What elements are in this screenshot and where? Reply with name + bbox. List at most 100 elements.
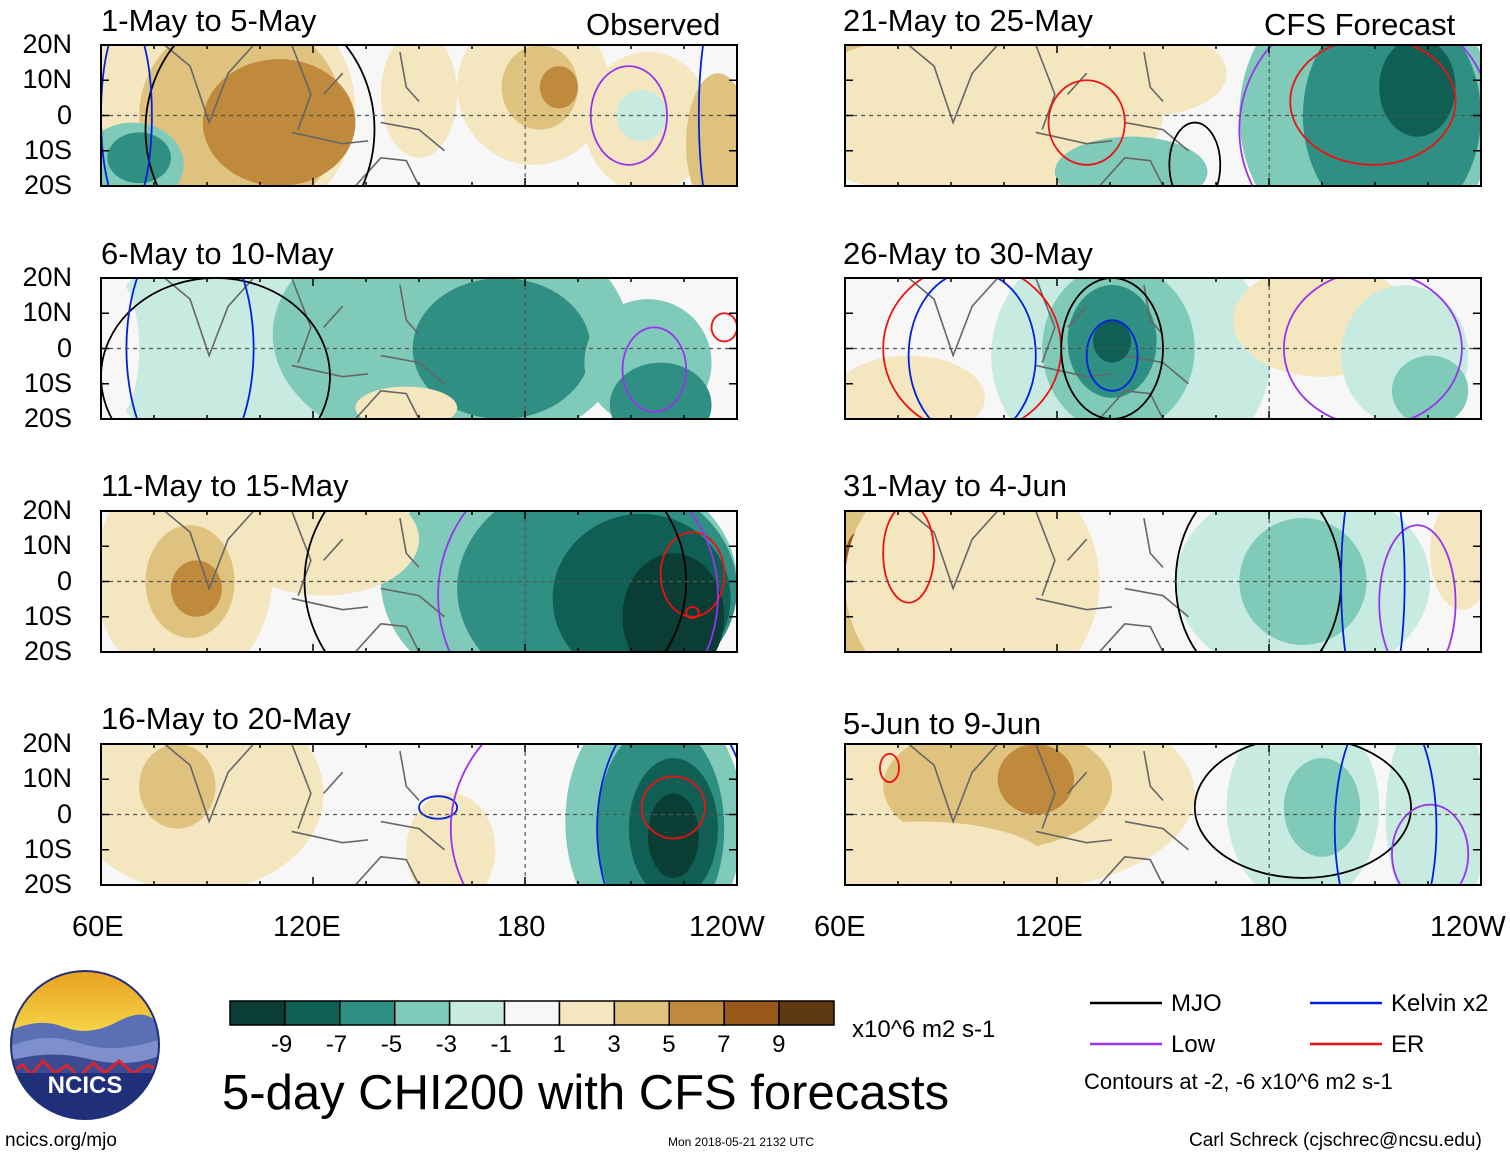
anomaly-shading (202, 59, 356, 186)
map-panel-5 (844, 44, 1482, 187)
colorbar-swatch (778, 1000, 835, 1026)
coastline (1143, 51, 1164, 102)
contour-er (659, 531, 726, 618)
coastline (399, 51, 420, 102)
coastline (164, 744, 255, 824)
colorbar-swatch (613, 1000, 671, 1026)
colorbar-tick-label: 7 (717, 1031, 731, 1058)
map-panel-6 (844, 277, 1482, 420)
coastline (1035, 278, 1088, 363)
contour-er (1289, 45, 1457, 166)
coastline (908, 511, 999, 591)
anomaly-shading (845, 355, 985, 419)
colorbar-tick-label: -5 (380, 1031, 403, 1058)
contour-er (1047, 79, 1126, 166)
coastline (291, 45, 344, 130)
map-panel-7 (844, 510, 1482, 653)
lat-label: 10N (22, 763, 72, 794)
coastline (1124, 587, 1189, 618)
map-panel-3 (100, 510, 738, 653)
colorbar-tick-label: 1 (552, 1031, 566, 1058)
panel-title-3: 11-May to 15-May (101, 468, 349, 503)
coastline (380, 587, 445, 618)
coastline (399, 517, 420, 568)
contour-low (621, 326, 688, 413)
colorbar (229, 1000, 835, 1026)
anomaly-shading (609, 362, 712, 419)
anomaly-shading (686, 73, 737, 186)
colorbar-swatch (339, 1000, 396, 1026)
map-panel-8 (844, 743, 1482, 886)
contour-er (882, 511, 935, 604)
anomaly-shading (1391, 355, 1469, 419)
contour-er (710, 312, 737, 343)
colorbar-swatch (503, 1000, 561, 1026)
colorbar-swatch (558, 1000, 616, 1026)
contour-kelvin (596, 744, 737, 885)
contour-mjo (101, 278, 331, 419)
coastline (291, 278, 344, 363)
colorbar-tick-label: -9 (270, 1031, 293, 1058)
map-panel-2 (100, 277, 738, 420)
legend-label-low: Low (1171, 1031, 1216, 1058)
anomaly-shading (1093, 320, 1132, 363)
lat-label: 10S (23, 833, 72, 864)
coastline (1098, 156, 1164, 186)
coastline (1035, 364, 1113, 378)
colorbar-swatch (284, 1000, 341, 1026)
legend-note: Contours at -2, -6 x10^6 m2 s-1 (1084, 1069, 1393, 1094)
contour-er (879, 752, 900, 783)
lon-label-60e-left: 60E (72, 911, 124, 943)
legend-label-mjo: MJO (1171, 990, 1222, 1017)
contour-kelvin (907, 278, 1037, 419)
map-panel-1 (100, 44, 738, 187)
panel-title-2: 6-May to 10-May (101, 236, 334, 271)
footer-author[interactable]: Carl Schreck (cjschrec@ncsu.edu) (1189, 1130, 1482, 1151)
coastline (1124, 121, 1189, 152)
coastline (1035, 744, 1088, 829)
colorbar-tick-label: -3 (435, 1031, 457, 1058)
coastline (380, 354, 445, 385)
colorbar-tick-label: 9 (772, 1031, 786, 1058)
contour-kelvin (1333, 744, 1438, 885)
footer-timestamp: Mon 2018-05-21 2132 UTC (668, 1135, 815, 1149)
coastline (1143, 750, 1164, 801)
anomaly-shading (1430, 511, 1481, 610)
coastline (164, 278, 255, 358)
lat-label: 20S (23, 170, 72, 200)
colorbar-tick-label: 5 (662, 1031, 676, 1058)
ncics-logo: NCICS (10, 970, 160, 1120)
coastline (291, 511, 344, 596)
coastline (380, 121, 445, 152)
panel-title-8: 5-Jun to 9-Jun (843, 706, 1042, 741)
legend-lines (1090, 1001, 1382, 1046)
lat-label: 10N (22, 297, 72, 328)
lat-label: 10S (23, 600, 72, 631)
contour-er (685, 605, 700, 620)
coastline (1035, 597, 1113, 611)
anomaly-shading (539, 66, 578, 109)
lat-label: 20N (22, 262, 72, 292)
coastline (1035, 830, 1113, 844)
coastline (1035, 131, 1113, 145)
anomaly-shading (139, 744, 216, 829)
lon-label-120w-left: 120W (689, 911, 765, 943)
coastline (291, 830, 369, 844)
contour-low (449, 744, 737, 885)
footer-url[interactable]: ncics.org/mjo (5, 1130, 117, 1151)
legend-label-kelvin: Kelvin x2 (1391, 990, 1489, 1017)
lon-label-180-left: 180 (497, 911, 546, 943)
anomaly-shading (845, 821, 1049, 885)
anomaly-shading (228, 511, 419, 596)
anomaly-shading (1073, 45, 1227, 116)
lat-label: 20N (22, 495, 72, 525)
colorbar-tick-label: 3 (607, 1031, 621, 1058)
anomaly-shading (380, 45, 458, 158)
lat-label: 20N (22, 728, 72, 758)
panel-title-6: 26-May to 30-May (843, 236, 1093, 271)
lon-label-120w-right: 120W (1430, 911, 1506, 943)
contour-er (640, 775, 707, 840)
coastline (354, 389, 420, 419)
